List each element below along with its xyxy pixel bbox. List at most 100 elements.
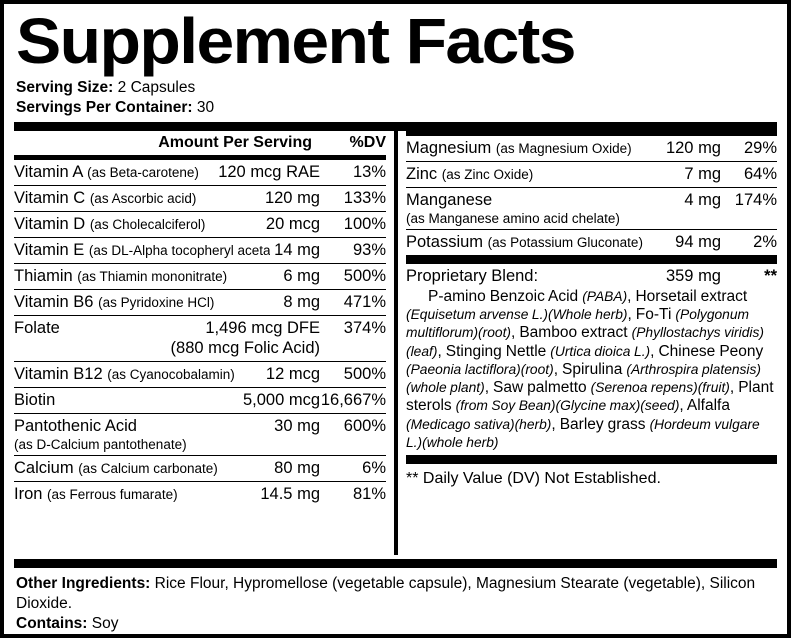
nutrient-name: Vitamin E (as DL-Alpha tocopheryl acetat…: [14, 241, 270, 260]
nutrient-dv: 133%: [343, 188, 386, 207]
nutrient-name: Vitamin A (as Beta-carotene): [14, 162, 199, 181]
blend-dv: **: [764, 266, 777, 285]
right-rows-container: Magnesium (as Magnesium Oxide) 120 mg 29% Z…: [406, 136, 777, 255]
nutrient-source: (as Cholecalciferol): [89, 216, 206, 232]
nutrient-row: Potassium (as Potassium Gluconate) 94 mg 2…: [406, 228, 777, 255]
nutrient-source: (as Ascorbic acid): [89, 190, 197, 206]
nutrient-name: Vitamin B12 (as Cyanocobalamin): [14, 364, 235, 383]
nutrient-source: (as DL-Alpha tocopheryl acetate): [88, 242, 271, 258]
blend-name: Proprietary Blend:: [406, 266, 539, 285]
nutrient-name: Vitamin D (as Cholecalciferol): [14, 214, 206, 233]
nutrient-amount: 120 mcg RAE: [218, 162, 320, 181]
nutrient-dv: 6%: [362, 458, 386, 477]
nutrient-row-line-1: Manganese 4 mg 174%: [406, 191, 777, 210]
nutrient-row: Vitamin B12 (as Cyanocobalamin) 12 mcg 500…: [14, 360, 386, 387]
servings-per-container-value: 30: [196, 98, 215, 116]
top-divider-bar: [14, 121, 777, 131]
nutrient-row-line-1: Pantothenic Acid 30 mg 600%: [14, 417, 386, 436]
nutrient-row: Iron (as Ferrous fumarate) 14.5 mg 81%: [14, 480, 386, 507]
nutrient-amount: 120 mg: [264, 188, 320, 207]
nutrient-name: Pantothenic Acid: [14, 416, 137, 435]
nutrient-row: Zinc (as Zinc Oxide) 7 mg 64%: [406, 160, 777, 187]
nutrient-subtext: (880 mcg Folic Acid): [170, 338, 320, 357]
nutrient-dv: 471%: [343, 292, 386, 311]
other-ingredients-block: Other Ingredients: Rice Flour, Hypromell…: [14, 568, 777, 634]
nutrient-amount: 30 mg: [274, 416, 320, 435]
nutrient-amount: 14 mg: [274, 240, 320, 259]
nutrient-name: Magnesium (as Magnesium Oxide): [406, 138, 632, 157]
nutrient-name: Thiamin (as Thiamin mononitrate): [14, 266, 228, 285]
nutrient-dv: 500%: [343, 266, 386, 285]
nutrient-amount: 5,000 mcg: [242, 390, 320, 409]
nutrient-row: Thiamin (as Thiamin mononitrate) 6 mg 500%: [14, 262, 386, 289]
nutrient-amount: 120 mg: [665, 138, 721, 157]
nutrient-row: Pantothenic Acid 30 mg 600% (as D-Calcium p…: [14, 412, 386, 455]
nutrient-row: Vitamin E (as DL-Alpha tocopheryl acetat…: [14, 236, 386, 263]
nutrient-dv: 100%: [343, 214, 386, 233]
nutrient-name: Iron (as Ferrous fumarate): [14, 484, 178, 503]
other-ingredients-value: Rice Flour, Hypromellose (vegetable caps…: [16, 574, 756, 612]
nutrient-row: Vitamin D (as Cholecalciferol) 20 mcg 100%: [14, 210, 386, 237]
column-divider: [394, 130, 398, 555]
nutrient-row-line-2: (880 mcg Folic Acid): [14, 338, 386, 358]
nutrient-columns: Amount Per Serving %DV Vitamin A (as Bet…: [14, 130, 777, 555]
contains-label: Contains:: [16, 614, 88, 632]
nutrient-row: Magnesium (as Magnesium Oxide) 120 mg 29%: [406, 136, 777, 161]
nutrient-source: (as Thiamin mononitrate): [77, 268, 228, 284]
blend-ingredients-list: P-amino Benzoic Acid (PABA), Horsetail e…: [406, 287, 774, 450]
serving-size-value: 2 Capsules: [117, 79, 196, 97]
column-headers: Amount Per Serving %DV: [14, 131, 386, 155]
nutrient-amount: 20 mcg: [265, 214, 320, 233]
right-nutrient-column: Magnesium (as Magnesium Oxide) 120 mg 29% Z…: [406, 130, 777, 555]
nutrient-row-line-2: (as Manganese amino acid chelate): [406, 210, 777, 226]
nutrient-row: Vitamin A (as Beta-carotene) 120 mcg RAE 1…: [14, 160, 386, 185]
proprietary-blend-header: Proprietary Blend: 359 mg **: [406, 264, 777, 287]
nutrient-row: Calcium (as Calcium carbonate) 80 mg 6%: [14, 454, 386, 481]
nutrient-name: Manganese: [406, 190, 493, 209]
servings-per-container-label: Servings Per Container:: [16, 98, 193, 116]
percent-dv-header: %DV: [349, 133, 386, 151]
nutrient-amount: 1,496 mcg DFE: [205, 318, 320, 337]
panel-title: Supplement Facts: [16, 5, 576, 77]
nutrient-source: (as Zinc Oxide): [441, 166, 534, 182]
nutrient-dv: 500%: [343, 364, 386, 383]
nutrient-dv: 600%: [343, 416, 386, 435]
nutrient-source: (as Potassium Gluconate): [487, 234, 643, 250]
nutrient-row-line-1: Folate 1,496 mcg DFE 374%: [14, 319, 386, 338]
nutrient-row: Folate 1,496 mcg DFE 374% (880 mcg Folic Ac…: [14, 314, 386, 361]
nutrient-row: Manganese 4 mg 174% (as Manganese amino aci…: [406, 186, 777, 229]
nutrient-name: Zinc (as Zinc Oxide): [406, 164, 534, 183]
nutrient-name: Calcium (as Calcium carbonate): [14, 458, 218, 477]
dv-footnote: ** Daily Value (DV) Not Established.: [406, 470, 661, 488]
nutrient-dv: 81%: [352, 484, 386, 503]
nutrient-source: (as Pyridoxine HCl): [98, 294, 215, 310]
nutrient-subtext: (as Manganese amino acid chelate): [406, 210, 620, 226]
nutrient-dv: 2%: [753, 232, 777, 251]
nutrient-row: Vitamin B6 (as Pyridoxine HCl) 8 mg 471%: [14, 288, 386, 315]
nutrient-source: (as Ferrous fumarate): [47, 486, 178, 502]
servings-per-container-line: Servings Per Container: 30: [16, 98, 777, 118]
footnote-divider-bar: [406, 455, 777, 465]
nutrient-name: Vitamin B6 (as Pyridoxine HCl): [14, 292, 215, 311]
serving-info: Serving Size: 2 Capsules Servings Per Co…: [16, 78, 777, 118]
nutrient-name: Folate: [14, 318, 60, 337]
nutrient-source: (as Cyanocobalamin): [107, 366, 235, 382]
blend-amount: 359 mg: [665, 266, 721, 285]
other-ingredients-label: Other Ingredients:: [16, 574, 151, 592]
amount-per-serving-header: Amount Per Serving: [158, 133, 312, 151]
nutrient-amount: 4 mg: [684, 190, 721, 209]
contains-value: Soy: [91, 614, 119, 632]
nutrient-dv: 64%: [743, 164, 777, 183]
nutrient-subtext: (as D-Calcium pantothenate): [14, 436, 187, 452]
nutrient-amount: 80 mg: [274, 458, 320, 477]
nutrient-name: Potassium (as Potassium Gluconate): [406, 232, 643, 251]
nutrient-dv: 93%: [352, 240, 386, 259]
nutrient-amount: 7 mg: [684, 164, 721, 183]
nutrient-row-line-2: (as D-Calcium pantothenate): [14, 436, 386, 452]
serving-size-line: Serving Size: 2 Capsules: [16, 78, 777, 98]
nutrient-row: Vitamin C (as Ascorbic acid) 120 mg 133%: [14, 184, 386, 211]
nutrient-row: Biotin 5,000 mcg 16,667%: [14, 386, 386, 413]
other-ingredients-line: Other Ingredients: Rice Flour, Hypromell…: [16, 574, 777, 614]
right-top-bar: [406, 130, 777, 136]
